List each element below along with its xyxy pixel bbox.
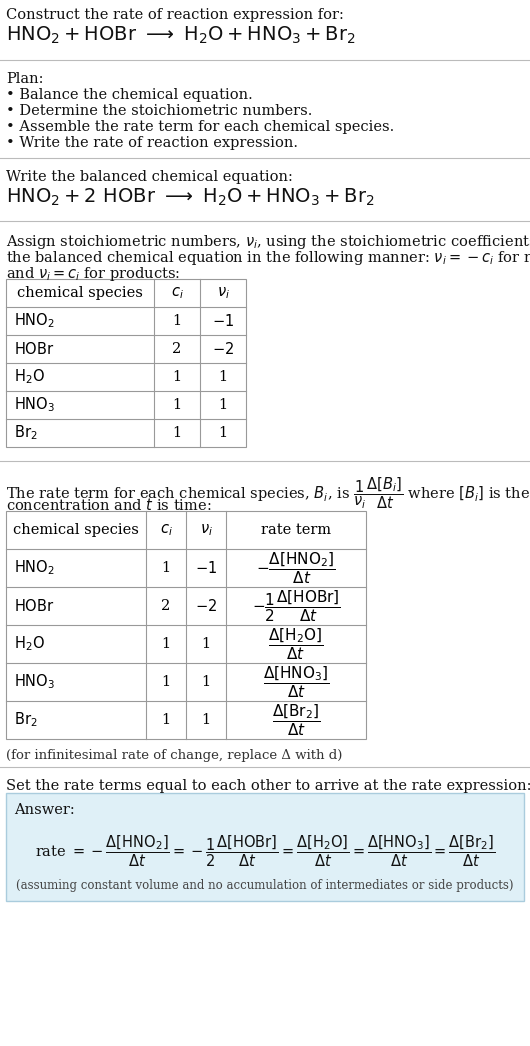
Text: Plan:: Plan: [6,72,43,86]
Text: concentration and $t$ is time:: concentration and $t$ is time: [6,497,211,513]
Text: Answer:: Answer: [14,803,75,817]
Text: $-\dfrac{1}{2}\dfrac{\Delta[\mathrm{HOBr}]}{\Delta t}$: $-\dfrac{1}{2}\dfrac{\Delta[\mathrm{HOBr… [252,588,340,623]
Text: 1: 1 [162,561,171,575]
Text: Write the balanced chemical equation:: Write the balanced chemical equation: [6,170,293,184]
Text: $-2$: $-2$ [212,341,234,357]
Text: chemical species: chemical species [13,523,139,537]
Text: rate $= -\dfrac{\Delta[\mathrm{HNO_2}]}{\Delta t} = -\dfrac{1}{2}\dfrac{\Delta[\: rate $= -\dfrac{\Delta[\mathrm{HNO_2}]}{… [35,834,495,869]
Text: 1: 1 [162,637,171,651]
Text: 1: 1 [162,713,171,727]
Text: chemical species: chemical species [17,286,143,300]
FancyBboxPatch shape [6,793,524,901]
Text: $\nu_i$: $\nu_i$ [217,286,229,301]
Text: $-1$: $-1$ [212,313,234,329]
Text: • Assemble the rate term for each chemical species.: • Assemble the rate term for each chemic… [6,120,394,134]
Text: $\mathrm{HOBr}$: $\mathrm{HOBr}$ [14,598,55,614]
Text: 1: 1 [162,675,171,689]
Text: Assign stoichiometric numbers, $\nu_i$, using the stoichiometric coefficients, $: Assign stoichiometric numbers, $\nu_i$, … [6,233,530,251]
Text: (for infinitesimal rate of change, replace Δ with d): (for infinitesimal rate of change, repla… [6,749,342,761]
Text: $\mathrm{HNO_3}$: $\mathrm{HNO_3}$ [14,673,55,691]
Text: $c_i$: $c_i$ [160,522,172,538]
Text: 1: 1 [218,397,227,412]
Bar [6,511,366,740]
Text: $c_i$: $c_i$ [171,286,183,301]
Bar [6,279,246,447]
Text: • Determine the stoichiometric numbers.: • Determine the stoichiometric numbers. [6,104,312,118]
Text: $\mathrm{H_2O}$: $\mathrm{H_2O}$ [14,367,45,386]
Text: $\mathrm{HNO_3}$: $\mathrm{HNO_3}$ [14,395,55,414]
Text: $-2$: $-2$ [195,598,217,614]
Text: 1: 1 [218,426,227,440]
Text: The rate term for each chemical species, $B_i$, is $\dfrac{1}{\nu_i}\dfrac{\Delt: The rate term for each chemical species,… [6,475,530,510]
Text: rate term: rate term [261,523,331,537]
Text: the balanced chemical equation in the following manner: $\nu_i = -c_i$ for react: the balanced chemical equation in the fo… [6,249,530,267]
Text: Set the rate terms equal to each other to arrive at the rate expression:: Set the rate terms equal to each other t… [6,779,530,793]
Text: • Balance the chemical equation.: • Balance the chemical equation. [6,88,253,103]
Text: 1: 1 [201,675,210,689]
Text: $\dfrac{\Delta[\mathrm{H_2O}]}{\Delta t}$: $\dfrac{\Delta[\mathrm{H_2O}]}{\Delta t}… [268,627,324,662]
Text: $-\dfrac{\Delta[\mathrm{HNO_2}]}{\Delta t}$: $-\dfrac{\Delta[\mathrm{HNO_2}]}{\Delta … [257,550,335,586]
Text: 1: 1 [172,426,182,440]
Text: 1: 1 [172,397,182,412]
Text: $\mathrm{HNO_2}$: $\mathrm{HNO_2}$ [14,559,55,577]
Text: $-1$: $-1$ [195,560,217,576]
Text: Construct the rate of reaction expression for:: Construct the rate of reaction expressio… [6,8,344,22]
Text: $\mathrm{Br_2}$: $\mathrm{Br_2}$ [14,424,38,442]
Text: $\nu_i$: $\nu_i$ [199,522,213,538]
Text: 1: 1 [218,370,227,384]
Text: 2: 2 [172,342,182,356]
Text: $\mathrm{HOBr}$: $\mathrm{HOBr}$ [14,341,55,357]
Text: 1: 1 [201,713,210,727]
Text: 2: 2 [161,599,171,613]
Text: 1: 1 [172,370,182,384]
Text: (assuming constant volume and no accumulation of intermediates or side products): (assuming constant volume and no accumul… [16,879,514,891]
Text: and $\nu_i = c_i$ for products:: and $\nu_i = c_i$ for products: [6,265,180,283]
Text: $\dfrac{\Delta[\mathrm{HNO_3}]}{\Delta t}$: $\dfrac{\Delta[\mathrm{HNO_3}]}{\Delta t… [263,664,329,700]
Text: $\mathrm{Br_2}$: $\mathrm{Br_2}$ [14,710,38,729]
Text: $\mathrm{HNO_2 + 2\ HOBr\ \longrightarrow\ H_2O + HNO_3 + Br_2}$: $\mathrm{HNO_2 + 2\ HOBr\ \longrightarro… [6,187,375,208]
Text: 1: 1 [172,314,182,328]
Text: $\mathrm{H_2O}$: $\mathrm{H_2O}$ [14,635,45,654]
Text: • Write the rate of reaction expression.: • Write the rate of reaction expression. [6,136,298,150]
Text: $\dfrac{\Delta[\mathrm{Br_2}]}{\Delta t}$: $\dfrac{\Delta[\mathrm{Br_2}]}{\Delta t}… [272,702,320,737]
Text: $\mathrm{HNO_2 + HOBr\ \longrightarrow\ H_2O + HNO_3 + Br_2}$: $\mathrm{HNO_2 + HOBr\ \longrightarrow\ … [6,25,356,46]
Text: 1: 1 [201,637,210,651]
Text: $\mathrm{HNO_2}$: $\mathrm{HNO_2}$ [14,312,55,331]
